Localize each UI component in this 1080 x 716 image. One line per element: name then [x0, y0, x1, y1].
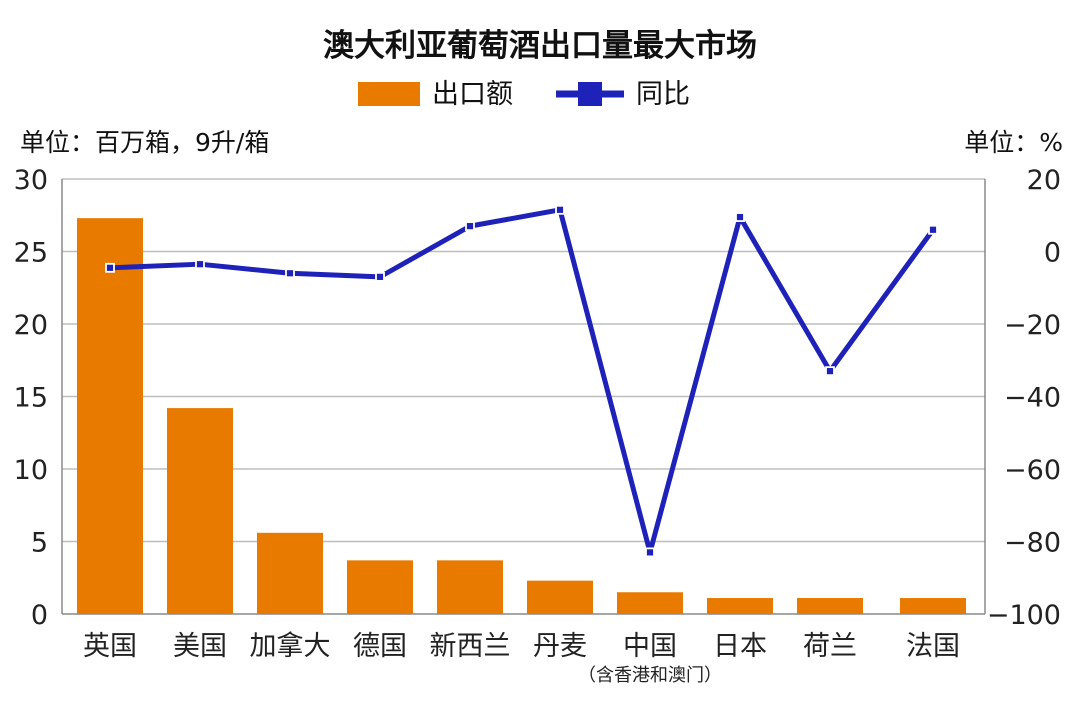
- right-axis-tick-label: −40: [1004, 383, 1061, 414]
- bar: [900, 598, 966, 614]
- x-axis-tick-label: 加拿大: [250, 631, 331, 662]
- x-axis-tick-label: 丹麦: [533, 631, 587, 662]
- legend-bar-swatch: [358, 82, 420, 106]
- legend-line-label: 同比: [636, 79, 690, 110]
- bar: [707, 598, 773, 614]
- line-marker: [735, 212, 745, 222]
- x-axis-tick-label: 美国: [173, 631, 227, 662]
- legend: 出口额 同比: [358, 79, 690, 110]
- left-axis-tick-label: 5: [31, 528, 48, 559]
- axis-layer: [61, 179, 986, 615]
- line-marker: [645, 547, 655, 558]
- right-axis-tick-label: −60: [1004, 455, 1061, 486]
- line-series: [107, 207, 936, 555]
- left-axis-tick-label: 15: [14, 383, 48, 414]
- bar: [167, 408, 233, 614]
- bar: [77, 218, 143, 614]
- x-axis-tick-label: 新西兰: [430, 631, 511, 662]
- left-axis-tick-label: 20: [14, 310, 48, 341]
- x-axis-tick-label: 中国: [623, 631, 677, 662]
- line-marker: [555, 204, 565, 215]
- x-axis-tick-label: 日本: [713, 631, 767, 662]
- line-marker: [105, 262, 115, 273]
- line-marker: [465, 221, 475, 232]
- chart-title: 澳大利亚葡萄酒出口量最大市场: [323, 28, 757, 64]
- line-marker: [825, 366, 835, 377]
- legend-bar-label: 出口额: [432, 79, 513, 110]
- bar: [527, 580, 593, 614]
- right-axis-tick-label: −20: [1004, 310, 1061, 341]
- right-axis-tick-label: −100: [987, 600, 1061, 631]
- x-axis-note: （含香港和澳门）: [578, 665, 722, 686]
- x-axis-tick-label: 法国: [906, 631, 960, 662]
- line-marker: [928, 224, 938, 235]
- x-axis-tick-label: 荷兰: [803, 631, 857, 662]
- label-layer: 0 5 10 15 20 25 30 20 0 −20 −40 −60 −80 −100 英国 美国 加拿大 德国…: [14, 165, 1061, 686]
- line-layer: [105, 204, 938, 558]
- right-axis-tick-label: 20: [1027, 165, 1061, 196]
- bar-layer: [77, 218, 966, 614]
- left-axis-tick-label: 0: [31, 600, 48, 631]
- line-marker: [375, 271, 385, 282]
- right-axis-tick-label: −80: [1004, 528, 1061, 559]
- left-unit-label: 单位：百万箱，9升/箱: [20, 128, 269, 157]
- line-marker: [285, 268, 295, 279]
- bar: [437, 560, 503, 614]
- x-axis-tick-label: 英国: [83, 631, 137, 662]
- bar: [257, 532, 323, 614]
- right-axis-tick-label: 0: [1044, 238, 1061, 269]
- x-axis-tick-label: 德国: [353, 631, 407, 662]
- line-marker: [195, 259, 205, 270]
- bar: [617, 592, 683, 614]
- left-axis-tick-label: 25: [14, 238, 48, 269]
- left-axis-tick-label: 10: [14, 455, 48, 486]
- legend-line-marker: [578, 82, 602, 106]
- right-unit-label: 单位：%: [964, 128, 1063, 157]
- left-axis-tick-label: 30: [14, 165, 48, 196]
- bar: [347, 560, 413, 614]
- bar: [797, 598, 863, 614]
